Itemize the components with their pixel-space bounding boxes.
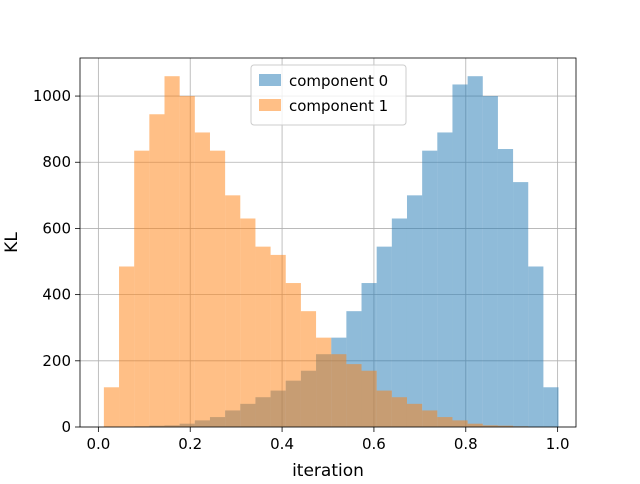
legend-swatch-component-0 <box>259 74 281 86</box>
histogram-bar-component-1 <box>209 150 226 427</box>
histogram-bar-component-0 <box>452 84 468 427</box>
y-tick-label: 0 <box>61 418 71 436</box>
y-tick-label: 200 <box>42 352 71 370</box>
y-tick-label: 400 <box>42 286 71 304</box>
histogram-bar-component-1 <box>149 114 165 428</box>
x-axis-title: iteration <box>292 461 364 480</box>
histogram-bar-component-1 <box>134 150 150 427</box>
histogram-bar-component-0 <box>376 246 392 427</box>
x-tick-label: 0.0 <box>86 435 110 453</box>
histogram-bar-component-1 <box>497 425 514 427</box>
histogram-bar-component-1 <box>179 96 195 428</box>
histogram-bar-component-1 <box>391 397 407 427</box>
y-axis-title: KL <box>2 232 22 253</box>
histogram-bar-component-1 <box>467 423 483 427</box>
histogram-bar-component-1 <box>285 283 301 427</box>
histogram-bar-component-1 <box>452 420 468 427</box>
histogram-bar-component-0 <box>422 150 438 427</box>
x-tick-label: 0.6 <box>362 435 386 453</box>
histogram-bar-component-1 <box>240 218 256 427</box>
histogram-bar-component-0 <box>467 76 483 428</box>
histogram-bar-component-1 <box>164 76 180 428</box>
histogram-bar-component-1 <box>406 403 423 427</box>
histogram-bar-component-0 <box>543 387 559 427</box>
plot-frame <box>79 57 577 428</box>
histogram-bar-component-1 <box>255 246 271 427</box>
histogram-bar-component-1 <box>270 254 286 427</box>
histogram-bar-component-1 <box>361 370 377 427</box>
histogram-bar-component-1 <box>194 132 210 427</box>
histogram-bar-component-0 <box>482 96 498 428</box>
histogram-bar-component-1 <box>482 425 498 427</box>
histogram-bar-component-1 <box>316 337 332 427</box>
y-tick-label: 800 <box>42 153 71 171</box>
histogram-bars <box>103 76 559 428</box>
histogram-bar-component-0 <box>437 132 453 427</box>
histogram-bar-component-1 <box>119 266 135 427</box>
histogram-bar-component-1 <box>376 390 392 427</box>
axis-ticks: 0.0 0.2 0.4 0.6 0.8 1.0 0 200 400 600 800 1000 <box>33 87 570 453</box>
x-tick-label: 0.8 <box>454 435 478 453</box>
histogram-bar-component-1 <box>225 195 241 427</box>
legend-swatch-component-1 <box>259 99 281 111</box>
histogram-bar-component-0 <box>497 149 514 427</box>
y-tick-label: 600 <box>42 219 71 237</box>
histogram-bar-component-0 <box>513 182 529 427</box>
x-tick-label: 1.0 <box>546 435 570 453</box>
histogram-bar-component-1 <box>300 311 317 427</box>
legend-label-component-0: component 0 <box>289 72 388 90</box>
histogram-bar-component-1 <box>346 364 362 427</box>
x-tick-label: 0.2 <box>178 435 202 453</box>
histogram-bar-component-1 <box>437 417 453 427</box>
legend: component 0 component 1 <box>250 64 407 126</box>
legend-label-component-1: component 1 <box>289 97 388 115</box>
histogram-bar-component-0 <box>391 218 407 427</box>
histogram-bar-component-0 <box>528 266 544 427</box>
legend-box <box>250 64 407 126</box>
histogram-bar-component-1 <box>103 387 120 427</box>
x-tick-label: 0.4 <box>270 435 294 453</box>
y-tick-label: 1000 <box>33 87 71 105</box>
histogram-bar-component-1 <box>331 354 347 427</box>
histogram-bar-component-1 <box>422 410 438 427</box>
histogram-bar-component-0 <box>406 195 423 427</box>
